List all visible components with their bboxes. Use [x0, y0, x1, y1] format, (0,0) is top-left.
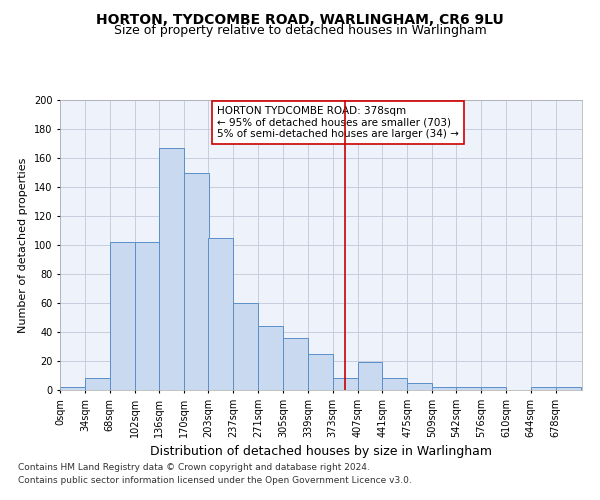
- Bar: [332, 378, 358, 390]
- Text: HORTON, TYDCOMBE ROAD, WARLINGHAM, CR6 9LU: HORTON, TYDCOMBE ROAD, WARLINGHAM, CR6 9…: [96, 12, 504, 26]
- Bar: [556, 387, 581, 390]
- X-axis label: Distribution of detached houses by size in Warlingham: Distribution of detached houses by size …: [150, 446, 492, 458]
- Bar: [233, 303, 258, 390]
- Bar: [134, 242, 160, 390]
- Bar: [160, 148, 184, 390]
- Bar: [184, 172, 209, 390]
- Y-axis label: Number of detached properties: Number of detached properties: [19, 158, 28, 332]
- Bar: [258, 326, 283, 390]
- Bar: [407, 383, 432, 390]
- Text: Contains HM Land Registry data © Crown copyright and database right 2024.: Contains HM Land Registry data © Crown c…: [18, 464, 370, 472]
- Bar: [481, 387, 506, 390]
- Bar: [531, 387, 556, 390]
- Bar: [110, 242, 134, 390]
- Bar: [432, 387, 457, 390]
- Bar: [85, 378, 110, 390]
- Bar: [382, 378, 407, 390]
- Bar: [283, 338, 308, 390]
- Text: HORTON TYDCOMBE ROAD: 378sqm
← 95% of detached houses are smaller (703)
5% of se: HORTON TYDCOMBE ROAD: 378sqm ← 95% of de…: [217, 106, 459, 139]
- Bar: [208, 238, 233, 390]
- Text: Contains public sector information licensed under the Open Government Licence v3: Contains public sector information licen…: [18, 476, 412, 485]
- Bar: [358, 362, 382, 390]
- Bar: [308, 354, 332, 390]
- Bar: [456, 387, 481, 390]
- Text: Size of property relative to detached houses in Warlingham: Size of property relative to detached ho…: [113, 24, 487, 37]
- Bar: [60, 387, 85, 390]
